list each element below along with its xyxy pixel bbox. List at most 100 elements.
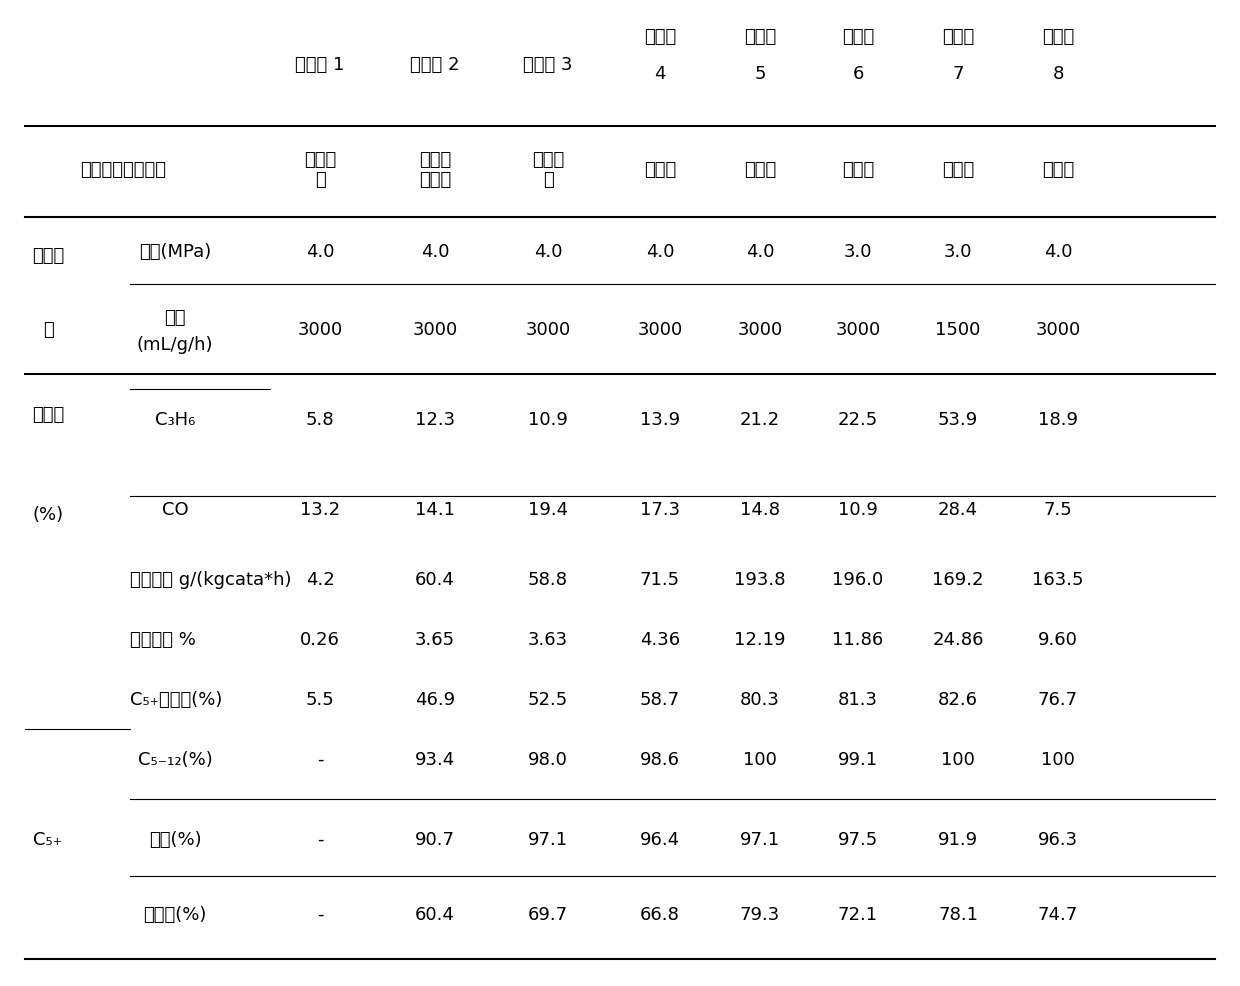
Text: 3.65: 3.65: [415, 630, 455, 649]
Text: 60.4: 60.4: [415, 571, 455, 589]
Text: 5.5: 5.5: [305, 690, 335, 708]
Text: 1500: 1500: [935, 320, 981, 338]
Text: 13.2: 13.2: [300, 501, 340, 519]
Text: 4.0: 4.0: [646, 243, 675, 260]
Text: 颗粒堆
混: 颗粒堆 混: [532, 151, 564, 189]
Text: 97.1: 97.1: [740, 830, 780, 848]
Text: 4.0: 4.0: [533, 243, 562, 260]
Text: 实施例: 实施例: [942, 28, 975, 46]
Text: 52.5: 52.5: [528, 690, 568, 708]
Text: 3.0: 3.0: [843, 243, 872, 260]
Text: 球磨混
合: 球磨混 合: [304, 151, 336, 189]
Text: 催化体系耦合模式: 催化体系耦合模式: [81, 161, 166, 178]
Text: 79.3: 79.3: [740, 905, 780, 923]
Text: 12.19: 12.19: [734, 630, 786, 649]
Text: 烯烃(%): 烯烃(%): [149, 830, 201, 848]
Text: 78.1: 78.1: [937, 905, 978, 923]
Text: 3000: 3000: [413, 320, 458, 338]
Text: 转化率: 转化率: [32, 405, 64, 424]
Text: 实施例: 实施例: [842, 28, 874, 46]
Text: 压力(MPa): 压力(MPa): [139, 243, 211, 260]
Text: 81.3: 81.3: [838, 690, 878, 708]
Text: 4: 4: [655, 65, 666, 83]
Text: 99.1: 99.1: [838, 750, 878, 768]
Text: 双床层: 双床层: [1042, 161, 1074, 178]
Text: 71.5: 71.5: [640, 571, 680, 589]
Text: 91.9: 91.9: [937, 830, 978, 848]
Text: 6: 6: [852, 65, 864, 83]
Text: 96.4: 96.4: [640, 830, 680, 848]
Text: 82.6: 82.6: [937, 690, 978, 708]
Text: 28.4: 28.4: [937, 501, 978, 519]
Text: 双床层: 双床层: [644, 161, 676, 178]
Text: 实施例 2: 实施例 2: [410, 56, 460, 74]
Text: 14.8: 14.8: [740, 501, 780, 519]
Text: 60.4: 60.4: [415, 905, 455, 923]
Text: 80.3: 80.3: [740, 690, 780, 708]
Text: 74.7: 74.7: [1038, 905, 1078, 923]
Text: 169.2: 169.2: [932, 571, 983, 589]
Text: 5.8: 5.8: [306, 410, 335, 429]
Text: 实施例 1: 实施例 1: [295, 56, 345, 74]
Text: 76.7: 76.7: [1038, 690, 1078, 708]
Text: 19.4: 19.4: [528, 501, 568, 519]
Text: 90.7: 90.7: [415, 830, 455, 848]
Text: C₅₋₁₂(%): C₅₋₁₂(%): [138, 750, 212, 768]
Text: 双床层: 双床层: [942, 161, 975, 178]
Text: 实施例: 实施例: [1042, 28, 1074, 46]
Text: 18.9: 18.9: [1038, 410, 1078, 429]
Text: (mL/g/h): (mL/g/h): [136, 335, 213, 354]
Text: 双床层: 双床层: [744, 161, 776, 178]
Text: 实施例: 实施例: [644, 28, 676, 46]
Text: C₅₊选择性(%): C₅₊选择性(%): [130, 690, 222, 708]
Text: 3000: 3000: [526, 320, 570, 338]
Text: 3000: 3000: [298, 320, 342, 338]
Text: 11.86: 11.86: [832, 630, 884, 649]
Text: 14.1: 14.1: [415, 501, 455, 519]
Text: 21.2: 21.2: [740, 410, 780, 429]
Text: 58.7: 58.7: [640, 690, 680, 708]
Text: 双床层: 双床层: [842, 161, 874, 178]
Text: 13.9: 13.9: [640, 410, 680, 429]
Text: 100: 100: [743, 750, 777, 768]
Text: 空速: 空速: [164, 309, 186, 326]
Text: 反应条: 反应条: [32, 246, 64, 264]
Text: C₃H₆: C₃H₆: [155, 410, 195, 429]
Text: 9.60: 9.60: [1038, 630, 1078, 649]
Text: 异构烃(%): 异构烃(%): [144, 905, 207, 923]
Text: 69.7: 69.7: [528, 905, 568, 923]
Text: 98.6: 98.6: [640, 750, 680, 768]
Text: 7: 7: [952, 65, 963, 83]
Text: 4.0: 4.0: [306, 243, 335, 260]
Text: -: -: [316, 750, 324, 768]
Text: 实施例: 实施例: [744, 28, 776, 46]
Text: 油相收率 %: 油相收率 %: [130, 630, 196, 649]
Text: 193.8: 193.8: [734, 571, 786, 589]
Text: 17.3: 17.3: [640, 501, 680, 519]
Text: 97.5: 97.5: [838, 830, 878, 848]
Text: 22.5: 22.5: [838, 410, 878, 429]
Text: 93.4: 93.4: [415, 750, 455, 768]
Text: 3000: 3000: [738, 320, 782, 338]
Text: 98.0: 98.0: [528, 750, 568, 768]
Text: 4.36: 4.36: [640, 630, 680, 649]
Text: 件: 件: [42, 320, 53, 338]
Text: 实施例 3: 实施例 3: [523, 56, 573, 74]
Text: -: -: [316, 905, 324, 923]
Text: 研钵研
磨混合: 研钵研 磨混合: [419, 151, 451, 189]
Text: 4.0: 4.0: [420, 243, 449, 260]
Text: 66.8: 66.8: [640, 905, 680, 923]
Text: 3000: 3000: [836, 320, 880, 338]
Text: -: -: [316, 830, 324, 848]
Text: 58.8: 58.8: [528, 571, 568, 589]
Text: 100: 100: [1042, 750, 1075, 768]
Text: 12.3: 12.3: [415, 410, 455, 429]
Text: 53.9: 53.9: [937, 410, 978, 429]
Text: 100: 100: [941, 750, 975, 768]
Text: 0.26: 0.26: [300, 630, 340, 649]
Text: 4.0: 4.0: [1044, 243, 1073, 260]
Text: 4.2: 4.2: [305, 571, 335, 589]
Text: 10.9: 10.9: [528, 410, 568, 429]
Text: 10.9: 10.9: [838, 501, 878, 519]
Text: 3.63: 3.63: [528, 630, 568, 649]
